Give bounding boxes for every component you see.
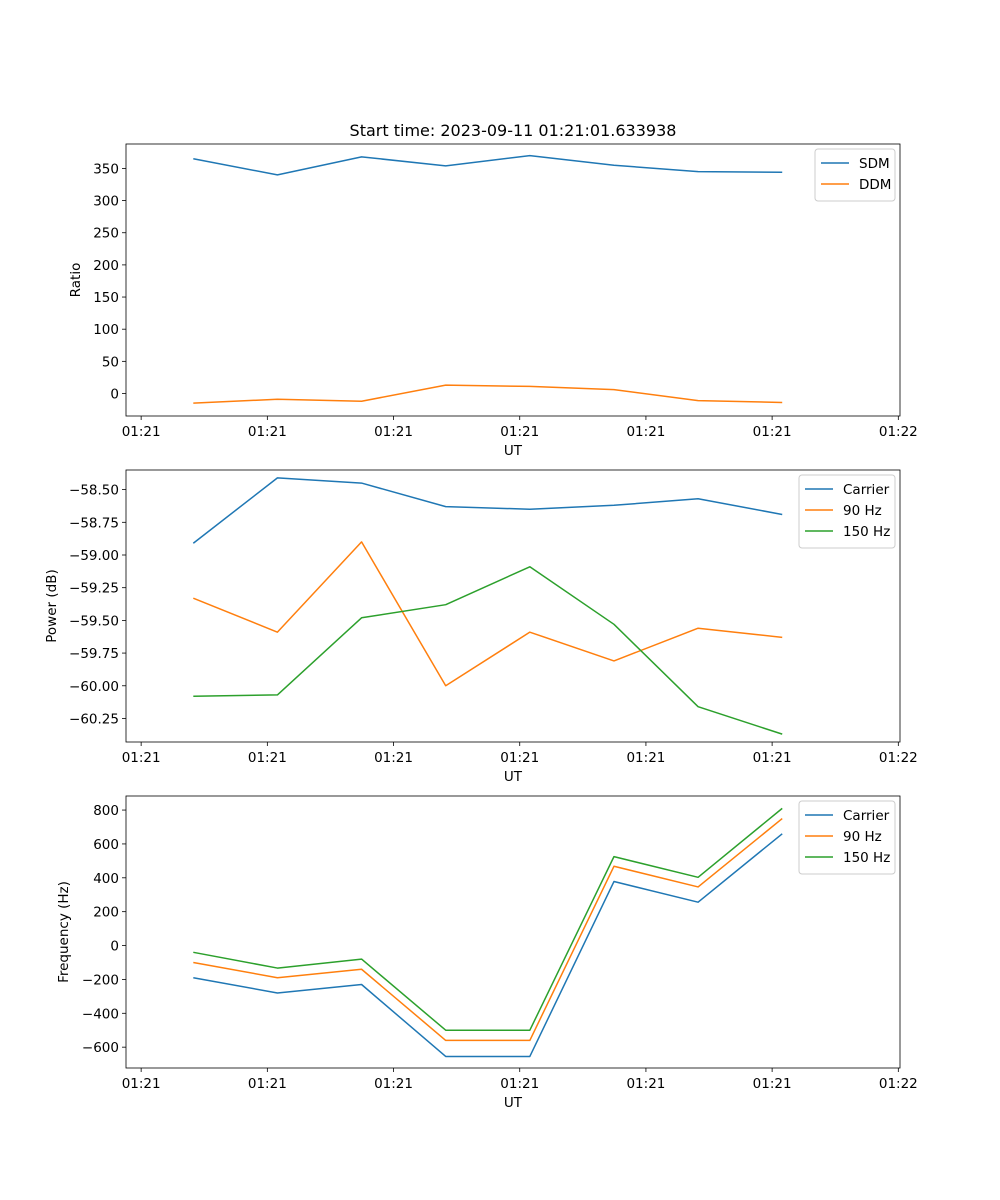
y-tick-label: 0 [110, 386, 119, 402]
y-tick-label: 400 [93, 871, 119, 887]
x-tick-label: 01:21 [374, 750, 413, 766]
x-tick-label: 01:21 [374, 1076, 413, 1092]
legend-label: 90 Hz [843, 829, 882, 845]
y-tick-label: −59.50 [69, 613, 119, 629]
x-tick-label: 01:21 [753, 1076, 792, 1092]
x-tick-label: 01:21 [753, 424, 792, 440]
x-tick-label: 01:21 [626, 1076, 665, 1092]
x-tick-label: 01:21 [122, 1076, 161, 1092]
x-tick-label: 01:21 [500, 1076, 539, 1092]
series-line-90-hz [193, 817, 783, 1042]
plot-area: 01:21 01:21 01:21 01:21 01:21 01:21 01:22 0 50 10… [93, 143, 918, 440]
y-tick-label: 800 [93, 803, 119, 819]
series-line-150-hz [193, 807, 783, 1031]
plot-area: 01:21 01:21 01:21 01:21 01:21 01:21 01:22 −600 −… [82, 795, 918, 1092]
legend-label: 90 Hz [843, 503, 882, 519]
x-tick-label: 01:21 [626, 424, 665, 440]
y-tick-label: 600 [93, 837, 119, 853]
y-tick-label: −59.25 [69, 581, 119, 597]
axes-frame [125, 469, 901, 743]
x-tick-label: 01:22 [879, 1076, 918, 1092]
legend-label: Carrier [843, 808, 890, 824]
y-tick-label: 100 [93, 322, 119, 338]
x-tick-label: 01:21 [248, 424, 287, 440]
y-tick-label: 300 [93, 194, 119, 210]
plot-area: 01:21 01:21 01:21 01:21 01:21 01:21 01:22 −60.2… [69, 469, 918, 766]
x-tick-label: 01:21 [753, 750, 792, 766]
series-line-carrier [193, 833, 783, 1058]
legend: Carrier 90 Hz 150 Hz [798, 474, 896, 549]
y-axis-label: Frequency (Hz) [56, 881, 72, 983]
panel-ratio: Start time: 2023-09-11 01:21:01.633938 0… [68, 121, 918, 459]
y-tick-label: 200 [93, 905, 119, 921]
y-tick-label: −400 [82, 1006, 119, 1022]
y-tick-label: 0 [110, 939, 119, 955]
x-tick-label: 01:21 [122, 424, 161, 440]
x-axis-label: UT [504, 443, 523, 459]
x-tick-label: 01:21 [500, 750, 539, 766]
panel-frequency: 01:21 01:21 01:21 01:21 01:21 01:21 01:22 −600 −… [56, 795, 918, 1111]
legend-label: Carrier [843, 482, 890, 498]
legend: Carrier 90 Hz 150 Hz [798, 800, 896, 875]
legend: SDM DDM [814, 148, 896, 202]
legend-label: SDM [859, 156, 890, 172]
axes-frame [125, 795, 901, 1069]
x-tick-label: 01:21 [248, 1076, 287, 1092]
y-tick-label: −59.75 [69, 646, 119, 662]
y-tick-label: −58.75 [69, 515, 119, 531]
x-tick-label: 01:21 [626, 750, 665, 766]
y-tick-label: −60.25 [69, 711, 119, 727]
x-axis-label: UT [504, 1095, 523, 1111]
y-axis-label: Power (dB) [44, 569, 60, 642]
legend-label: DDM [859, 177, 891, 193]
y-tick-label: −60.00 [69, 679, 119, 695]
legend-box [814, 148, 896, 202]
y-tick-label: 350 [93, 161, 119, 177]
x-tick-label: 01:22 [879, 750, 918, 766]
legend-box [798, 474, 896, 549]
x-tick-label: 01:21 [248, 750, 287, 766]
y-tick-label: 250 [93, 226, 119, 242]
axes-frame [125, 143, 901, 417]
series-line-150-hz [193, 566, 783, 735]
y-tick-label: 200 [93, 258, 119, 274]
x-tick-label: 01:21 [374, 424, 413, 440]
legend-label: 150 Hz [843, 524, 890, 540]
y-tick-label: −59.00 [69, 548, 119, 564]
legend-box [798, 800, 896, 875]
series-line-sdm [193, 154, 783, 176]
y-tick-label: 50 [102, 354, 119, 370]
x-tick-label: 01:21 [122, 750, 161, 766]
x-tick-label: 01:22 [879, 424, 918, 440]
series-line-carrier [192, 477, 783, 544]
series-line-ddm [193, 384, 783, 404]
legend-label: 150 Hz [843, 850, 890, 866]
x-tick-label: 01:21 [500, 424, 539, 440]
y-axis-label: Ratio [68, 263, 84, 298]
y-tick-label: 150 [93, 290, 119, 306]
chart-title: Start time: 2023-09-11 01:21:01.633938 [350, 121, 677, 140]
y-tick-label: −58.50 [69, 483, 119, 499]
y-tick-label: −200 [82, 972, 119, 988]
x-axis-label: UT [504, 769, 523, 785]
y-tick-label: −600 [82, 1040, 119, 1056]
panel-power: 01:21 01:21 01:21 01:21 01:21 01:21 01:22 −60.2… [44, 469, 918, 785]
series-line-90-hz [193, 541, 783, 687]
